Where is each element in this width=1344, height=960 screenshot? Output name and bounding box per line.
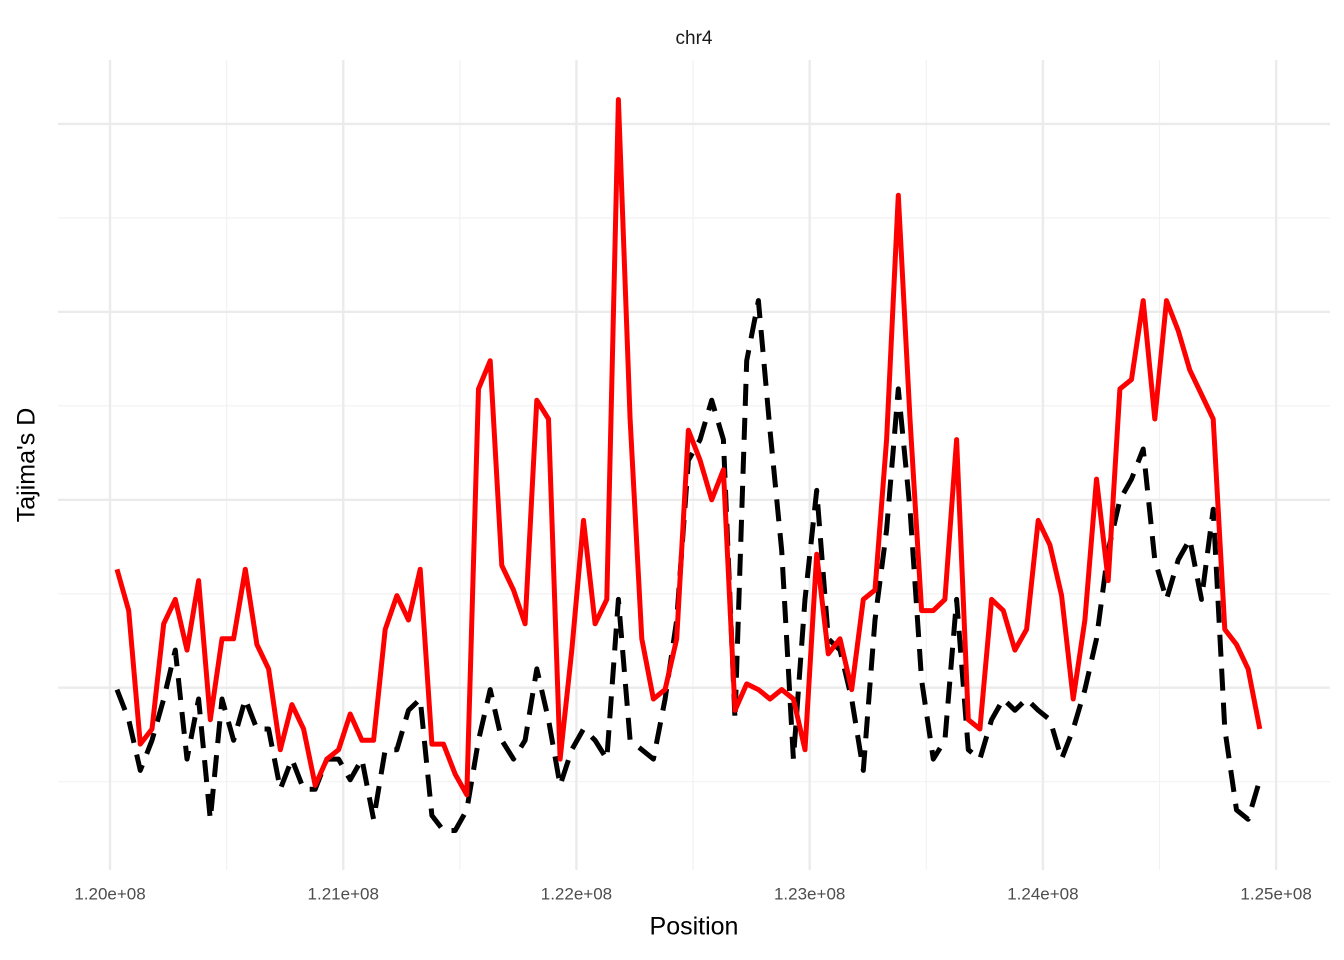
x-tick-label: 1.21e+08 xyxy=(308,884,379,903)
chart-title: chr4 xyxy=(676,28,713,49)
x-tick-label: 1.22e+08 xyxy=(541,884,612,903)
series-line xyxy=(114,97,1263,798)
y-axis-label: Tajima's D xyxy=(13,408,41,523)
x-tick-label: 1.23e+08 xyxy=(774,884,845,903)
x-tick-label: 1.25e+08 xyxy=(1240,884,1311,903)
x-axis-label: Position xyxy=(650,913,739,941)
x-tick-label: 1.24e+08 xyxy=(1007,884,1078,903)
x-tick-label: 1.20e+08 xyxy=(74,884,145,903)
